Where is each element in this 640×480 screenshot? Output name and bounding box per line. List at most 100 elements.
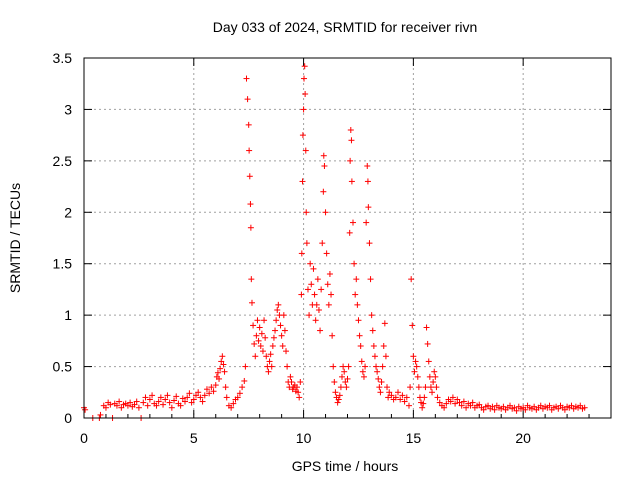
data-point [365, 204, 372, 211]
data-point [491, 406, 498, 413]
data-point [408, 276, 415, 283]
data-point [423, 324, 430, 331]
data-point [441, 404, 448, 411]
data-point [489, 403, 496, 410]
data-point [317, 327, 324, 334]
data-point [320, 152, 327, 159]
data-point [221, 368, 228, 375]
data-point [254, 317, 261, 324]
data-point [359, 368, 366, 375]
data-point [295, 389, 302, 396]
data-point [288, 379, 295, 385]
data-point [577, 402, 584, 409]
data-point [135, 404, 142, 411]
data-point [280, 312, 287, 319]
data-point [348, 178, 355, 185]
data-point [300, 106, 307, 113]
data-point [310, 265, 317, 272]
data-point [381, 320, 388, 327]
data-point [425, 358, 432, 365]
data-point [301, 75, 308, 82]
data-point [186, 390, 193, 397]
data-point [301, 63, 308, 70]
data-point [299, 178, 306, 185]
data-point [222, 384, 229, 391]
data-point [278, 332, 285, 339]
data-point [199, 398, 206, 405]
data-point [308, 281, 315, 288]
data-point [201, 392, 208, 399]
data-point [325, 301, 332, 308]
data-point [177, 402, 184, 409]
data-point [424, 340, 431, 347]
data-point [329, 332, 336, 339]
data-point [131, 401, 138, 408]
data-point [307, 260, 314, 267]
data-point [247, 201, 254, 208]
data-point [362, 363, 369, 370]
data-point [337, 384, 344, 391]
data-point [319, 240, 326, 247]
data-point [407, 384, 414, 391]
data-point [155, 398, 162, 405]
data-point [409, 322, 416, 329]
data-point [376, 384, 383, 391]
data-point [253, 332, 260, 339]
data-point [368, 312, 375, 319]
data-point [458, 402, 465, 409]
data-point [302, 147, 309, 154]
data-point [303, 209, 310, 216]
data-point [257, 343, 264, 349]
data-point [149, 392, 156, 399]
data-point [531, 403, 538, 410]
data-point [411, 368, 418, 375]
data-point [347, 127, 354, 133]
data-point [302, 91, 309, 97]
plot-frame [83, 57, 612, 419]
data-point [334, 399, 341, 406]
data-point [164, 392, 171, 399]
data-point [349, 219, 356, 226]
data-point [166, 399, 173, 406]
data-point [330, 363, 337, 370]
data-point [427, 384, 434, 391]
data-point [277, 322, 284, 329]
data-point [266, 358, 273, 365]
data-point [443, 400, 450, 407]
data-point [242, 363, 249, 370]
data-point [452, 400, 459, 407]
data-point [351, 260, 358, 267]
data-point [268, 363, 275, 370]
data-point [228, 404, 235, 411]
data-point [217, 365, 224, 372]
y-tick-label: 3.5 [53, 50, 73, 66]
data-point [140, 399, 147, 406]
data-point [347, 157, 354, 164]
data-point [506, 402, 513, 409]
data-point [97, 411, 104, 418]
data-point [522, 406, 529, 413]
data-point [168, 404, 175, 411]
data-point [107, 401, 114, 408]
data-point [344, 375, 351, 382]
data-point [311, 291, 318, 298]
data-point [403, 394, 410, 401]
data-point [241, 377, 248, 384]
data-point [401, 398, 408, 405]
data-point [247, 224, 254, 231]
data-point [348, 137, 355, 144]
data-point [113, 402, 120, 409]
data-point [234, 394, 241, 401]
data-point [426, 373, 433, 380]
data-point [298, 291, 305, 298]
data-point [335, 396, 342, 403]
data-point [341, 368, 348, 375]
data-point [537, 402, 544, 409]
data-point [144, 402, 151, 409]
data-point [369, 327, 376, 334]
data-point [392, 394, 399, 401]
data-point [546, 402, 553, 409]
data-point [284, 363, 291, 370]
data-point [410, 353, 417, 360]
